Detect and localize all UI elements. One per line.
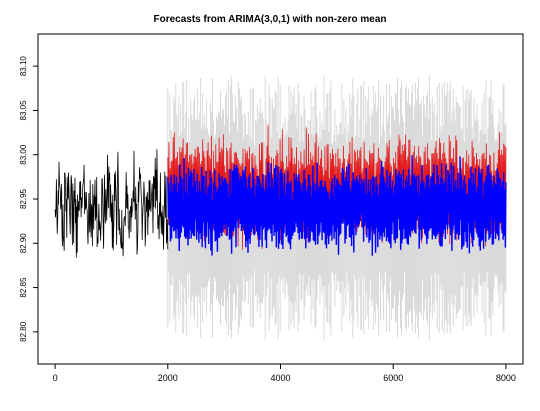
x-axis: 0 2000 4000 6000 8000 <box>53 363 516 383</box>
x-tick-label: 8000 <box>496 373 516 383</box>
y-tick-label: 83.05 <box>19 100 28 121</box>
y-tick-label: 83.00 <box>19 144 28 165</box>
x-tick-label: 0 <box>53 373 58 383</box>
y-tick-label: 82.85 <box>19 277 28 298</box>
series-layer <box>54 124 507 258</box>
y-tick-label: 82.80 <box>19 321 28 342</box>
chart-title: Forecasts from ARIMA(3,0,1) with non-zer… <box>154 14 387 25</box>
y-tick-label: 82.90 <box>19 233 28 254</box>
observed-series <box>54 149 169 258</box>
x-tick-label: 6000 <box>383 373 403 383</box>
x-tick-label: 2000 <box>158 373 178 383</box>
y-axis: 82.80 82.85 82.90 82.95 83.00 83.05 83.10 <box>19 56 39 342</box>
y-tick-label: 82.95 <box>19 188 28 209</box>
x-tick-label: 4000 <box>270 373 290 383</box>
y-tick-label: 83.10 <box>19 56 28 77</box>
forecast-mean-series <box>167 155 507 256</box>
